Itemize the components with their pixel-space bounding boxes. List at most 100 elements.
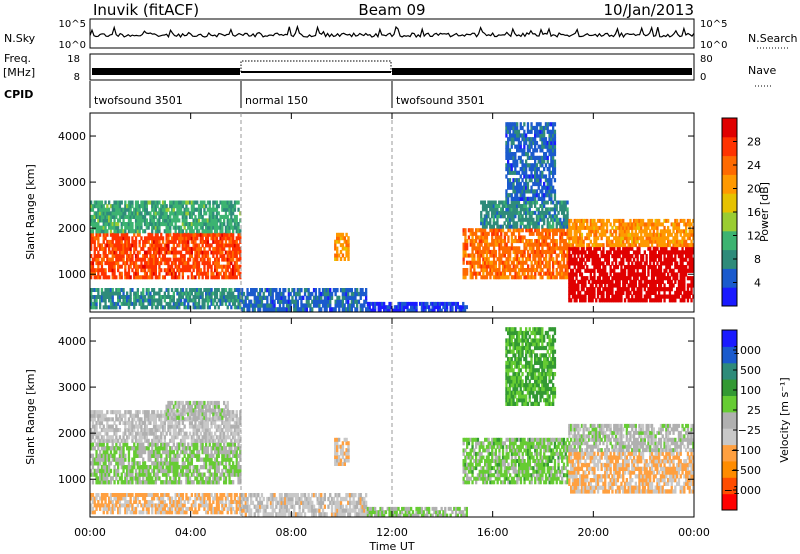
heatmap-cell [582, 298, 585, 303]
heatmap-cell [632, 239, 636, 244]
heatmap-cell [161, 305, 165, 310]
heatmap-cell [95, 295, 98, 299]
heatmap-cell [625, 229, 628, 234]
heatmap-cell [670, 250, 673, 255]
heatmap-cell [505, 167, 508, 172]
heatmap-cell [169, 257, 172, 262]
heatmap-cell [230, 271, 233, 276]
heatmap-cell [97, 254, 100, 258]
heatmap-cell [185, 232, 188, 237]
heatmap-cell [516, 200, 519, 205]
heatmap-cell [197, 229, 201, 234]
heatmap-cell [149, 268, 152, 273]
heatmap-cell [118, 236, 122, 241]
heatmap-cell [598, 232, 601, 237]
heatmap-cell [519, 214, 522, 219]
heatmap-cell [337, 253, 341, 258]
heatmap-cell [174, 211, 177, 216]
heatmap-cell [354, 307, 357, 312]
heatmap-cell [638, 290, 641, 295]
heatmap-cell [613, 254, 616, 259]
heatmap-cell [307, 303, 310, 308]
heatmap-cell [516, 224, 519, 229]
heatmap-cell [115, 236, 118, 241]
heatmap-cell [251, 303, 255, 308]
heatmap-cell [600, 229, 603, 234]
heatmap-cell [212, 246, 215, 251]
heatmap-cell [97, 453, 100, 458]
heatmap-cell [329, 295, 332, 300]
heatmap-cell [656, 239, 659, 244]
heatmap-cell [532, 152, 535, 157]
heatmap-cell [197, 207, 201, 212]
heatmap-cell [480, 249, 483, 254]
heatmap-cell [649, 261, 652, 266]
heatmap-cell [93, 446, 96, 451]
heatmap-cell [544, 228, 548, 233]
heatmap-cell [145, 298, 148, 303]
heatmap-cell [178, 236, 181, 241]
heatmap-cell [674, 272, 677, 277]
heatmap-cell [518, 275, 521, 280]
heatmap-cell [221, 288, 224, 292]
heatmap-cell [215, 243, 219, 248]
heatmap-cell [176, 275, 179, 280]
heatmap-cell [593, 294, 596, 299]
heatmap-cell [169, 218, 172, 223]
heatmap-cell [498, 275, 501, 280]
heatmap-cell [438, 308, 441, 313]
heatmap-cell [106, 204, 109, 209]
heatmap-cell [284, 299, 287, 304]
heatmap-cell [230, 200, 233, 205]
heatmap-cell [620, 257, 623, 262]
heatmap-cell [217, 225, 220, 230]
heatmap-cell [192, 207, 195, 212]
heatmap-cell [570, 257, 573, 262]
heatmap-cell [623, 276, 627, 281]
heatmap-cell [605, 229, 609, 234]
heatmap-cell [325, 291, 328, 297]
heatmap-cell [147, 268, 150, 273]
heatmap-cell [102, 465, 105, 470]
heatmap-cell [484, 264, 487, 269]
heatmap-cell [347, 236, 350, 241]
heatmap-cell [145, 211, 148, 216]
heatmap-cell [178, 211, 181, 216]
heatmap-cell [233, 204, 237, 209]
heatmap-cell [625, 294, 628, 299]
heatmap-cell [203, 218, 206, 223]
heatmap-cell [176, 207, 179, 212]
heatmap-cell [169, 271, 172, 276]
heatmap-cell [670, 257, 673, 262]
heatmap-cell [638, 287, 641, 292]
heatmap-cell [188, 246, 192, 251]
heatmap-cell [519, 253, 523, 258]
heatmap-cell [129, 218, 132, 223]
heatmap-cell [185, 218, 188, 223]
heatmap-cell [656, 222, 659, 227]
heatmap-cell [587, 294, 591, 299]
heatmap-cell [469, 231, 472, 236]
heatmap-cell [604, 272, 607, 277]
heatmap-cell [604, 283, 607, 288]
heatmap-cell [152, 261, 156, 266]
heatmap-cell [555, 268, 558, 273]
heatmap-cell [233, 288, 237, 292]
heatmap-cell [233, 222, 237, 227]
heatmap-cell [541, 268, 544, 273]
heatmap-cell [491, 235, 494, 240]
heatmap-cell [483, 207, 486, 212]
heatmap-cell [178, 275, 181, 280]
heatmap-cell [681, 246, 684, 251]
heatmap-cell [638, 298, 641, 303]
heatmap-cell [487, 264, 490, 269]
heatmap-cell [237, 207, 240, 212]
heatmap-cell [208, 222, 211, 227]
heatmap-cell [99, 449, 102, 455]
heatmap-cell [494, 275, 497, 280]
heatmap-cell [543, 200, 546, 205]
heatmap-cell [534, 144, 537, 149]
heatmap-cell [223, 204, 226, 209]
heatmap-cell [571, 272, 575, 277]
heatmap-cell [553, 239, 557, 244]
